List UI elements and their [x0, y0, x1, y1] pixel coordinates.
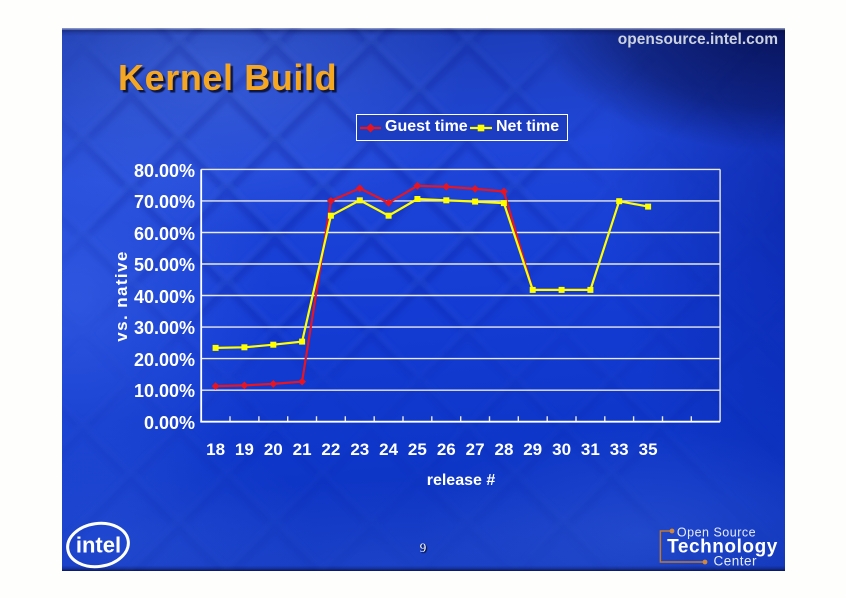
svg-text:Technology: Technology: [667, 537, 778, 558]
svg-text:Open Source: Open Source: [677, 526, 756, 540]
svg-text:Center: Center: [714, 554, 758, 569]
svg-text:intel: intel: [76, 533, 121, 558]
